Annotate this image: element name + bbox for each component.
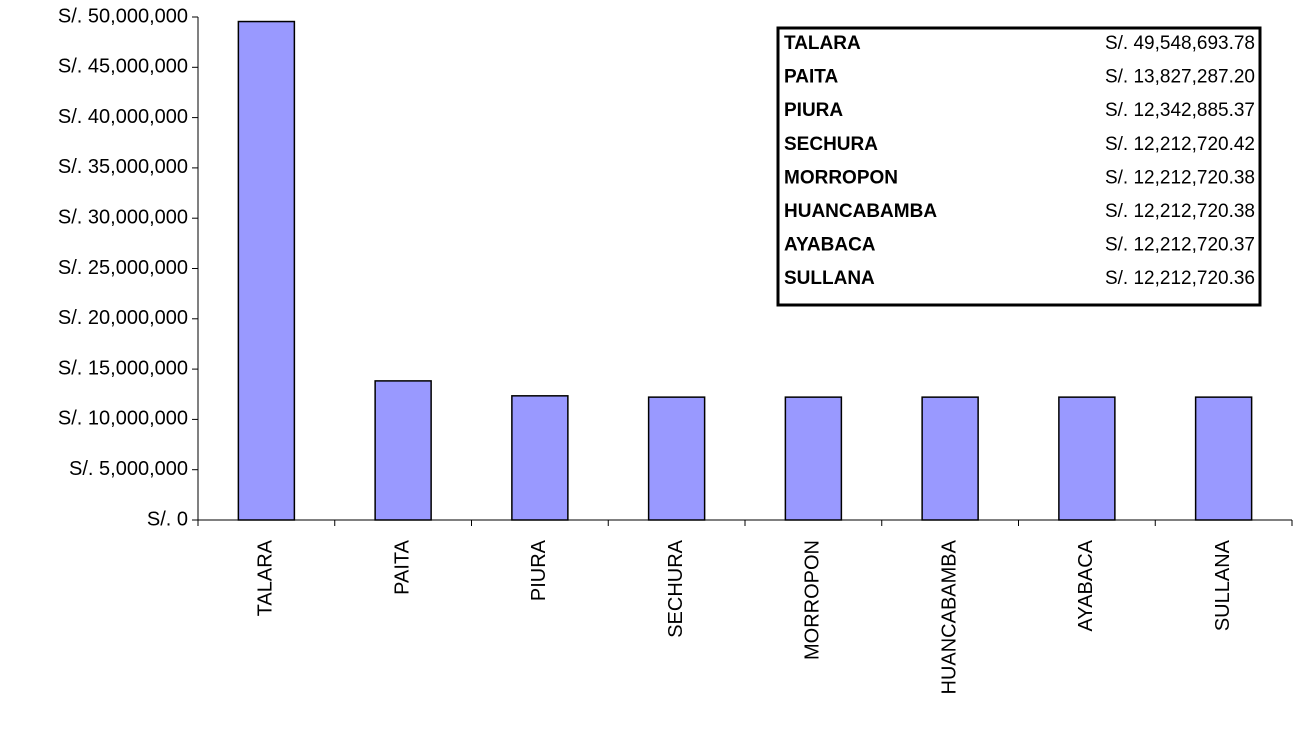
x-tick-label: SECHURA: [665, 539, 687, 637]
table-name: MORROPON: [784, 167, 898, 188]
x-tick-label: PIURA: [528, 539, 550, 601]
table-name: SULLANA: [784, 268, 875, 289]
x-tick-label: HUANCABAMBA: [938, 539, 960, 694]
bar: [374, 380, 432, 521]
bar: [647, 396, 706, 521]
bar: [511, 395, 569, 521]
bar: [921, 396, 979, 521]
x-tick-label: SULLANA: [1212, 539, 1234, 631]
table-value: S/. 12,212,720.36: [1105, 268, 1255, 289]
y-tick-label: S/. 5,000,000: [69, 458, 188, 480]
x-tick-label: AYABACA: [1075, 539, 1097, 631]
table-name: PAITA: [784, 67, 838, 88]
table-value: S/. 12,212,720.42: [1105, 134, 1255, 155]
y-tick-label: S/. 50,000,000: [58, 5, 188, 27]
x-tick-label: TALARA: [255, 539, 277, 616]
y-tick-label: S/. 25,000,000: [58, 257, 188, 279]
y-tick-label: S/. 0: [147, 508, 188, 530]
y-tick-label: S/. 40,000,000: [58, 106, 188, 128]
x-tick-label: PAITA: [391, 539, 413, 594]
table-value: S/. 12,342,885.37: [1105, 100, 1255, 121]
table-value: S/. 12,212,720.38: [1105, 167, 1255, 188]
x-tick-label: MORROPON: [802, 540, 824, 660]
y-tick-label: S/. 15,000,000: [58, 357, 188, 379]
y-tick-label: S/. 10,000,000: [58, 408, 188, 430]
y-tick-label: S/. 30,000,000: [58, 206, 188, 228]
y-tick-label: S/. 45,000,000: [58, 56, 188, 78]
table-name: PIURA: [784, 100, 843, 121]
bar: [1194, 396, 1253, 521]
y-tick-label: S/. 35,000,000: [58, 156, 188, 178]
table-value: S/. 49,548,693.78: [1105, 33, 1255, 54]
y-tick-label: S/. 20,000,000: [58, 307, 188, 329]
table-name: SECHURA: [784, 134, 878, 155]
table-value: S/. 13,827,287.20: [1105, 67, 1255, 88]
table-name: TALARA: [784, 33, 861, 54]
table-name: AYABACA: [784, 235, 876, 256]
table-value: S/. 12,212,720.38: [1105, 201, 1255, 222]
table-value: S/. 12,212,720.37: [1105, 235, 1255, 256]
bar: [237, 20, 296, 521]
data-table: [776, 26, 1262, 307]
table-name: HUANCABAMBA: [784, 201, 937, 222]
bar: [784, 396, 843, 521]
bar: [1058, 396, 1116, 521]
